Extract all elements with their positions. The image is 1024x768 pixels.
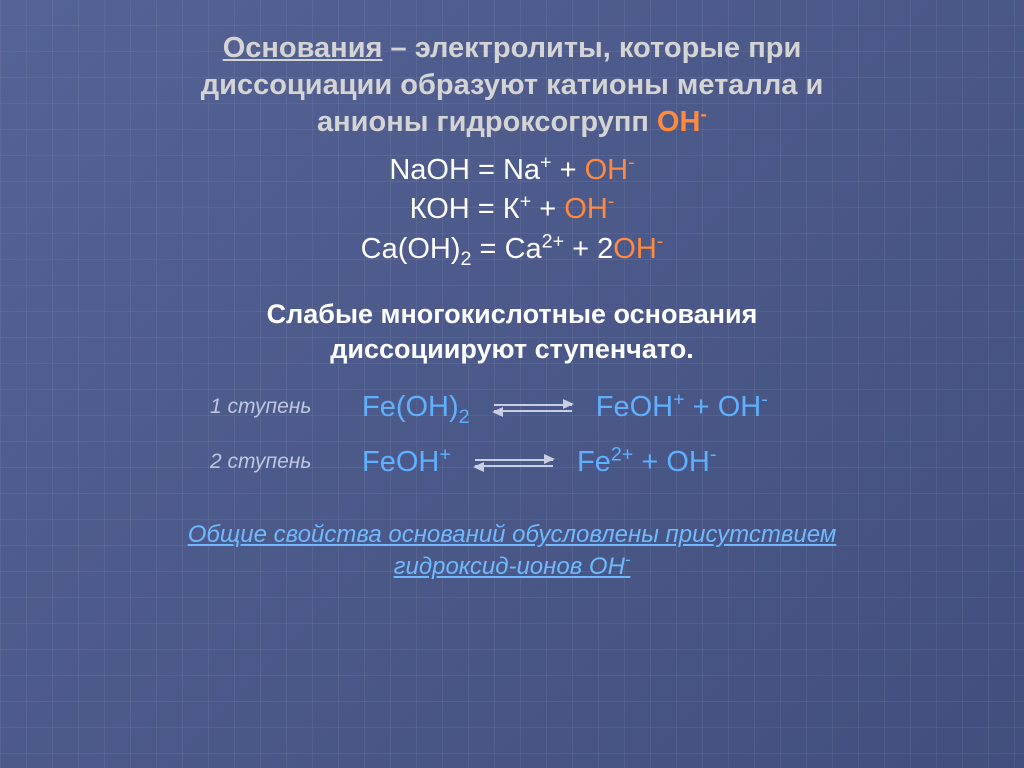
- eq3-oh: OH-: [613, 233, 663, 265]
- equilibrium-arrow-icon: [494, 401, 572, 415]
- equation-block: NaOH = Na+ + OH- КОН = К+ + ОН- Ca(OH)2 …: [68, 151, 956, 268]
- heading-underlined: Основания: [223, 32, 383, 64]
- step-1-label: 1 ступень: [132, 395, 362, 419]
- equation-1: NaOH = Na+ + OH-: [68, 151, 956, 190]
- heading-block: Основания – электролиты, которые при дис…: [68, 30, 956, 141]
- eq1-oh: OH-: [585, 154, 635, 186]
- heading-rest-1: – электролиты, которые при: [382, 32, 801, 64]
- footer-statement: Общие свойства оснований обусловлены при…: [68, 519, 956, 584]
- heading-line-2: диссоциации образуют катионы металла и: [201, 69, 824, 101]
- step-1-equation: Fe(OH)2 FeOH+ + OH-: [362, 391, 892, 424]
- equilibrium-arrow-icon: [475, 456, 553, 470]
- step-2-label: 2 ступень: [132, 450, 362, 474]
- heading-oh: ОН-: [657, 106, 707, 138]
- heading-line-3: анионы гидроксогрупп ОН-: [317, 106, 707, 138]
- heading-line-1: Основания – электролиты, которые при: [223, 32, 802, 64]
- eq2-oh: ОН-: [564, 193, 614, 225]
- stepwise-block: 1 ступень Fe(OH)2 FeOH+ + OH- 2 ступень …: [132, 391, 892, 479]
- slide: Основания – электролиты, которые при дис…: [68, 30, 956, 768]
- equation-3: Ca(OH)2 = Ca2+ + 2OH-: [68, 230, 956, 269]
- equation-2: КОН = К+ + ОН-: [68, 190, 956, 229]
- step-2-equation: FeOH+ Fe2+ + OH-: [362, 446, 892, 479]
- subheading: Слабые многокислотные основания диссоции…: [68, 297, 956, 367]
